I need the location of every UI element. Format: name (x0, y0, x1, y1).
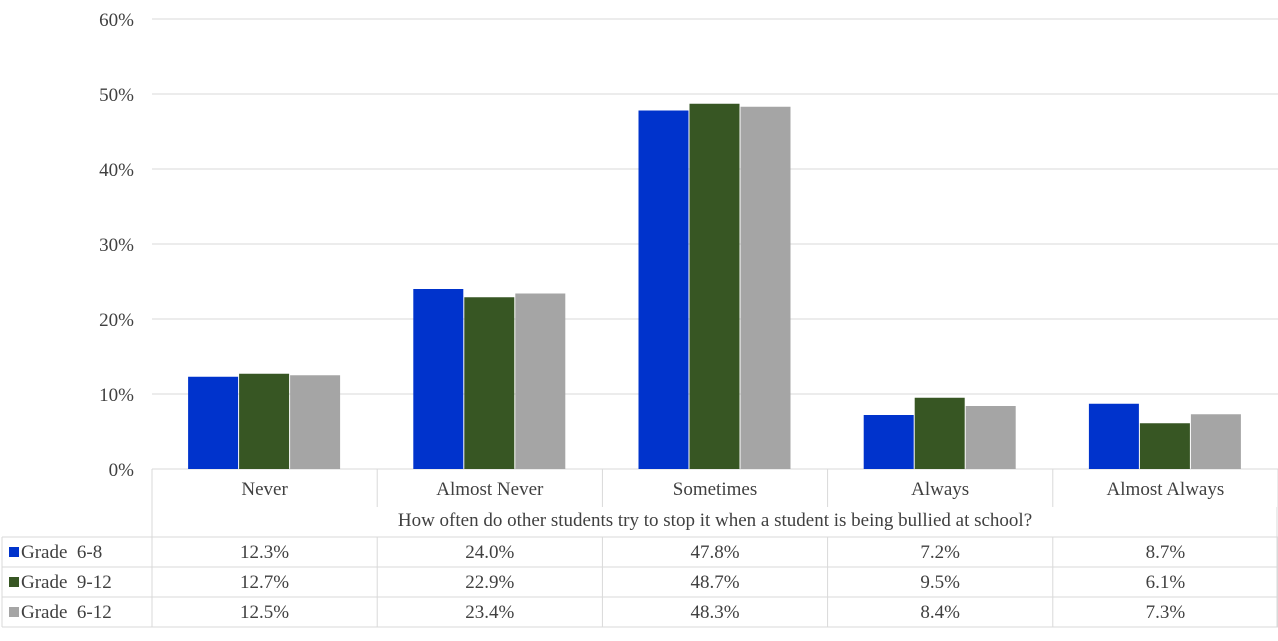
legend-series-name: Grade 6-12 (21, 602, 112, 623)
table-cell-value: 24.0% (465, 542, 514, 563)
table-cell-value: 23.4% (465, 602, 514, 623)
table-cell-value: 48.3% (690, 602, 739, 623)
bar (1139, 423, 1190, 469)
table-cell-value: 12.5% (240, 602, 289, 623)
table-cell-value: 8.4% (920, 602, 960, 623)
y-tick-label: 50% (99, 85, 134, 106)
bar (464, 297, 515, 469)
category-label: Never (241, 479, 288, 500)
table-cell-value: 6.1% (1146, 572, 1186, 593)
legend-key (9, 607, 19, 617)
table-cell-value: 7.2% (920, 542, 960, 563)
y-tick-label: 30% (99, 235, 134, 256)
bar (515, 293, 566, 469)
y-tick-label: 10% (99, 385, 134, 406)
x-axis-title: How often do other students try to stop … (398, 510, 1032, 531)
category-label: Almost Always (1107, 479, 1225, 500)
y-tick-label: 0% (109, 460, 135, 481)
bar (188, 376, 239, 469)
y-tick-label: 40% (99, 160, 134, 181)
category-label: Almost Never (436, 479, 544, 500)
bar (1088, 403, 1139, 469)
legend-key (9, 547, 19, 557)
bar (689, 103, 740, 469)
category-label: Sometimes (673, 479, 757, 500)
y-tick-label: 60% (99, 10, 134, 31)
table-cell-value: 8.7% (1146, 542, 1186, 563)
bar (239, 373, 290, 469)
y-axis-ticks: 0% 10% 20% 30% 40% 50% 60% (99, 10, 134, 481)
bar (740, 106, 791, 469)
table-cell-value: 12.3% (240, 542, 289, 563)
category-label: Always (911, 479, 969, 500)
table-cell-value: 9.5% (920, 572, 960, 593)
bar (290, 375, 341, 469)
bar (863, 415, 914, 469)
bar (965, 406, 1016, 469)
bar (914, 397, 965, 469)
bars (188, 103, 1241, 469)
legend-key (9, 577, 19, 587)
bar (1190, 414, 1241, 469)
bar (413, 289, 464, 469)
table-cell-value: 22.9% (465, 572, 514, 593)
legend-series-name: Grade 9-12 (21, 572, 112, 593)
table-cell-value: 7.3% (1146, 602, 1186, 623)
table-cell-value: 12.7% (240, 572, 289, 593)
data-table: Never Almost Never Sometimes Always Almost A… (1, 469, 1278, 628)
table-cell-value: 48.7% (690, 572, 739, 593)
table-cell-value: 47.8% (690, 542, 739, 563)
legend-series-name: Grade 6-8 (21, 542, 102, 563)
y-tick-label: 20% (99, 310, 134, 331)
bar (638, 110, 689, 469)
